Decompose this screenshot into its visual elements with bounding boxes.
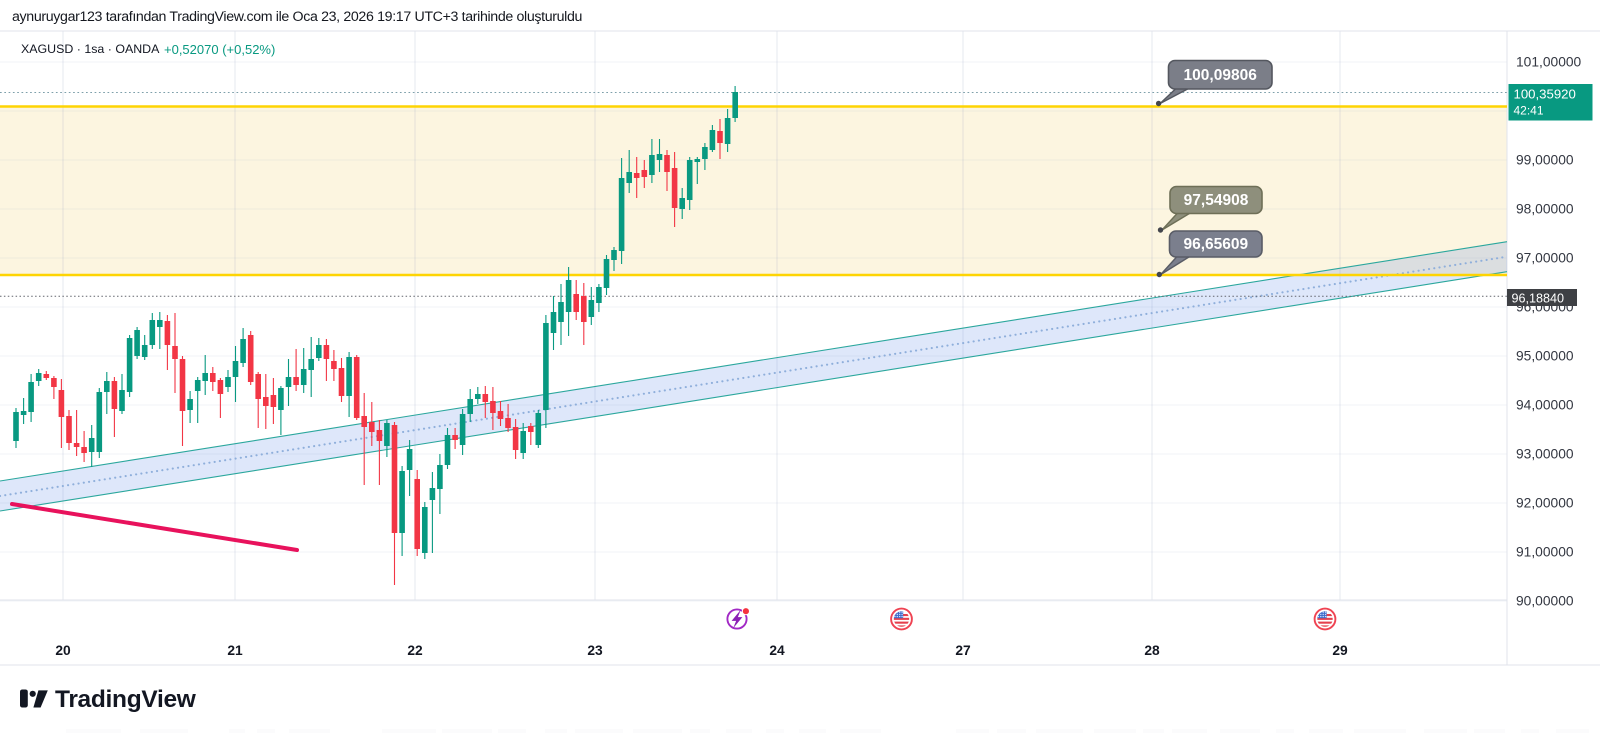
- svg-text:93,00000: 93,00000: [1516, 447, 1574, 462]
- svg-text:42:41: 42:41: [1514, 104, 1544, 118]
- svg-text:22: 22: [407, 643, 423, 658]
- svg-text:99,00000: 99,00000: [1516, 153, 1574, 168]
- svg-text:24: 24: [769, 643, 785, 658]
- svg-text:94,00000: 94,00000: [1516, 398, 1574, 413]
- svg-text:21: 21: [227, 643, 243, 658]
- svg-text:100,09806: 100,09806: [1184, 67, 1258, 84]
- svg-text:100,35920: 100,35920: [1514, 87, 1576, 102]
- svg-text:90,00000: 90,00000: [1516, 594, 1574, 609]
- svg-text:29: 29: [1332, 643, 1348, 658]
- svg-text:27: 27: [955, 643, 971, 658]
- svg-text:95,00000: 95,00000: [1516, 349, 1574, 364]
- svg-text:TradingView: TradingView: [55, 686, 197, 713]
- svg-text:20: 20: [55, 643, 71, 658]
- svg-text:97,54908: 97,54908: [1184, 192, 1249, 209]
- svg-text:23: 23: [587, 643, 603, 658]
- svg-text:28: 28: [1144, 643, 1160, 658]
- svg-text:101,00000: 101,00000: [1516, 55, 1582, 70]
- svg-text:97,00000: 97,00000: [1516, 251, 1574, 266]
- svg-text:98,00000: 98,00000: [1516, 202, 1574, 217]
- svg-text:96,18840: 96,18840: [1512, 292, 1565, 306]
- svg-text:91,00000: 91,00000: [1516, 545, 1574, 560]
- svg-text:96,65609: 96,65609: [1183, 236, 1248, 253]
- svg-text:92,00000: 92,00000: [1516, 496, 1574, 511]
